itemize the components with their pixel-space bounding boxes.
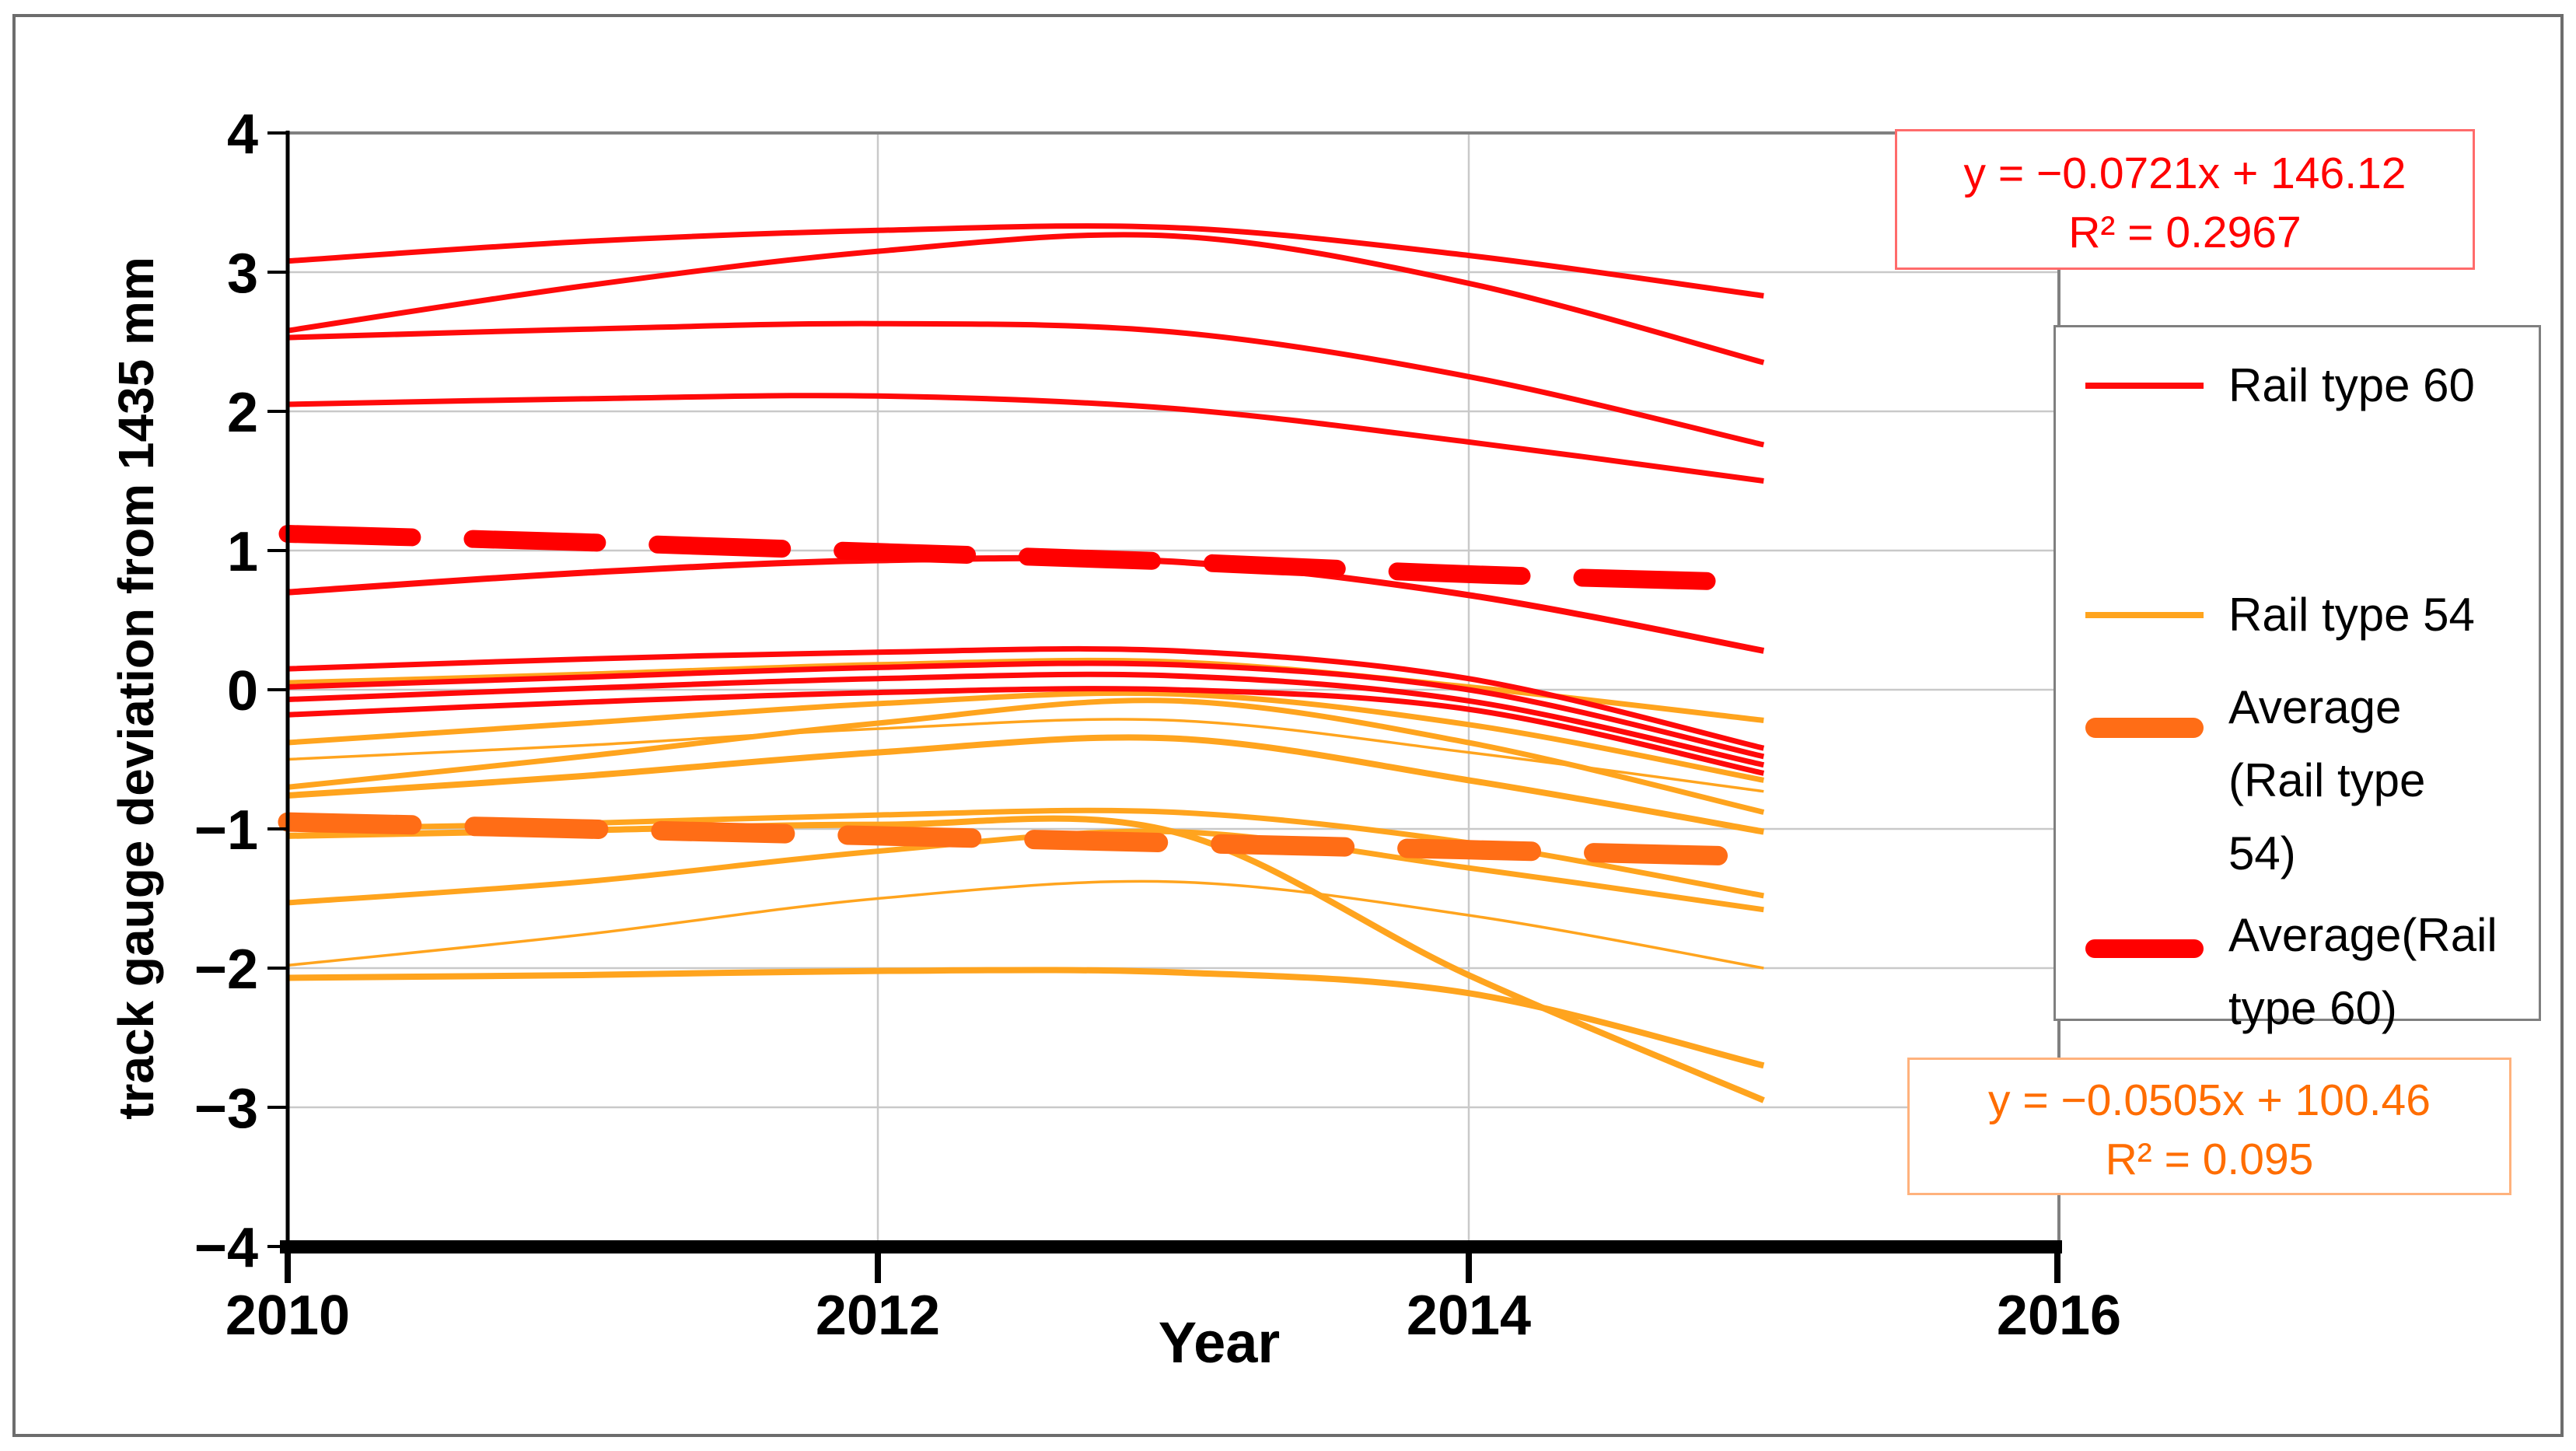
x-tick-2014: 2014 (1407, 1285, 1531, 1347)
series-rail-60-line-9 (287, 686, 1765, 776)
y-tick-m3: −3 (194, 1078, 258, 1140)
legend-label: Average (Rail type 54) (2228, 681, 2426, 879)
y-tick-4: 4 (227, 103, 258, 166)
series-rail-54-line-9 (287, 879, 1764, 970)
y-tick-3: 3 (227, 243, 258, 305)
series-rail-54-line-5 (287, 734, 1764, 835)
figure-border (12, 14, 2564, 1437)
series-rail-60-line-4 (287, 393, 1764, 484)
legend-label: Rail type 54 (2228, 589, 2475, 641)
trendline-equation-box-rail60: y = −0.0721x + 146.12 R² = 0.2967 (1895, 129, 2475, 270)
legend-swatch-orange-line (2085, 612, 2204, 618)
y-axis-ticks (267, 131, 288, 1248)
legend-item-rail-type-54: Rail type 54 (2056, 572, 2539, 658)
x-axis-title: Year (1159, 1310, 1280, 1375)
series-rail-60-line-7 (287, 660, 1765, 760)
legend-label: Average(Rail type 60) (2228, 909, 2497, 1034)
trendline-equation-rail54: y = −0.0505x + 100.46 (1988, 1075, 2431, 1125)
series-average-rail-type-60 (278, 525, 1773, 592)
y-tick-2: 2 (227, 382, 258, 444)
series-rail-54-line-2 (287, 690, 1764, 783)
series-rail-54-line-10 (287, 967, 1765, 1069)
trendline-equation-box-rail54: y = −0.0505x + 100.46 R² = 0.095 (1907, 1058, 2511, 1195)
series-rail-54-line-3 (287, 718, 1764, 793)
y-tick-0: 0 (227, 660, 258, 722)
series-rail-54-line-4 (287, 698, 1765, 815)
x-tick-2016: 2016 (1997, 1285, 2121, 1347)
y-axis-tick-labels: 4 3 2 1 0 −1 −2 −3 −4 (194, 103, 258, 1279)
y-tick-m1: −1 (194, 799, 258, 862)
y-tick-1: 1 (227, 521, 258, 583)
y-tick-m2: −2 (194, 939, 258, 1001)
series-rail-60-line-3 (287, 320, 1765, 448)
legend-swatch-red-line (2085, 383, 2204, 389)
series-rail-54-line-1 (287, 657, 1764, 723)
trendline-equation-rail60: y = −0.0721x + 146.12 (1963, 149, 2406, 198)
x-tick-2012: 2012 (816, 1285, 940, 1347)
series-rail-60-line-8 (287, 671, 1765, 768)
x-axis-line (280, 1240, 2062, 1253)
series-rail-60-line-6 (287, 645, 1765, 751)
x-axis-ticks (285, 1253, 2060, 1283)
series-rail-60-line-5 (287, 554, 1765, 654)
trendline-r2-rail60: R² = 0.2967 (2068, 208, 2302, 257)
trendline-r2-rail54: R² = 0.095 (2105, 1135, 2314, 1184)
data-series-layer (278, 223, 1774, 1103)
legend-item-average-rail-type-54: Average (Rail type 54) (2056, 671, 2539, 904)
series-rail-60-line-2 (287, 232, 1765, 365)
series-rail-60-line-1 (287, 223, 1764, 299)
legend-label: Rail type 60 (2228, 359, 2475, 411)
y-tick-m4: −4 (194, 1217, 258, 1279)
legend: Rail type 60 Rail type 54 Average (Rail … (2053, 325, 2541, 1034)
legend-item-average-rail-type-60: Average(Rail type 60) (2056, 899, 2539, 1062)
series-rail-54-line-7 (287, 815, 1765, 1103)
legend-swatch-orange-dash (2085, 718, 2204, 738)
x-axis-tick-labels: 2010 2012 2014 2016 (225, 1285, 2121, 1347)
series-average-rail-type-54 (278, 812, 1774, 867)
legend-swatch-red-dash (2085, 939, 2204, 958)
legend-item-rail-type-60: Rail type 60 (2056, 343, 2539, 428)
x-tick-2010: 2010 (225, 1285, 350, 1347)
